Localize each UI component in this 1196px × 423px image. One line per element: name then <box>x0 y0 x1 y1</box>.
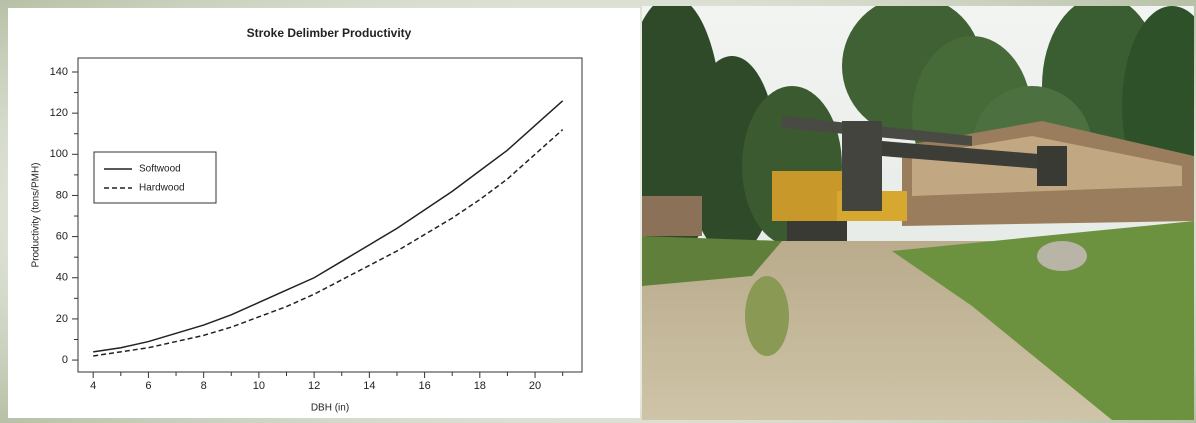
x-tick-label: 20 <box>529 380 541 392</box>
photo <box>642 6 1194 420</box>
x-tick-label: 18 <box>474 380 486 392</box>
machine <box>772 116 1067 243</box>
chart-panel <box>8 8 640 418</box>
x-tick-label: 6 <box>145 380 151 392</box>
chart-title: Stroke Delimber Productivity <box>247 26 412 40</box>
chart: Stroke Delimber Productivity DBH (in) Pr… <box>8 8 640 418</box>
legend-label: Hardwood <box>139 183 185 194</box>
x-tick-label: 8 <box>201 380 207 392</box>
x-tick-label: 10 <box>253 380 265 392</box>
series-line <box>93 100 564 353</box>
series-line <box>93 129 564 357</box>
legend: Softwood Hardwood <box>93 151 217 204</box>
y-axis-label: Productivity (tons/PMH) <box>31 162 42 267</box>
y-tick-label: 20 <box>56 313 68 325</box>
x-tick-label: 12 <box>308 380 320 392</box>
vegetation <box>642 221 1194 420</box>
x-tick-label: 16 <box>418 380 430 392</box>
y-tick-label: 40 <box>56 272 68 284</box>
plot-frame <box>77 57 583 373</box>
y-tick-label: 60 <box>56 231 68 243</box>
y-tick-label: 100 <box>50 148 68 160</box>
legend-label: Softwood <box>139 164 181 175</box>
y-tick-label: 0 <box>62 354 68 366</box>
y-tick-label: 140 <box>50 66 68 78</box>
y-tick-label: 120 <box>50 107 68 119</box>
x-tick-label: 14 <box>363 380 375 392</box>
y-tick-label: 80 <box>56 189 68 201</box>
legend-box <box>93 151 217 204</box>
x-tick-label: 4 <box>90 380 96 392</box>
x-axis-label: DBH (in) <box>311 403 349 414</box>
